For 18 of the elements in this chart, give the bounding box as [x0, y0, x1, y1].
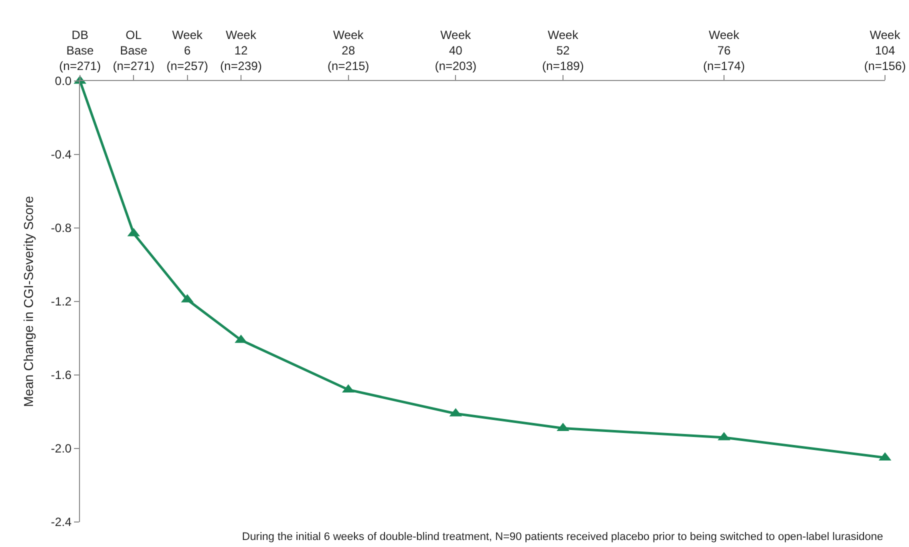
y-tick-label: -0.8 [50, 221, 72, 236]
y-tick-label: -1.2 [50, 294, 72, 309]
y-axis-title: Mean Change in CGI-Severity Score [20, 196, 36, 407]
x-tick-label: Week 6 (n=257) [166, 28, 208, 74]
x-tick-label: Week 52 (n=189) [542, 28, 584, 74]
x-tick-label: Week 40 (n=203) [434, 28, 477, 74]
x-tick-label: Week 76 (n=174) [703, 28, 745, 74]
x-tick-label: Week 12 (n=239) [220, 28, 262, 74]
y-tick-label: -0.4 [50, 148, 72, 162]
x-tick-label: OL Base (n=271) [112, 28, 155, 74]
y-tick-label: -2.0 [50, 442, 72, 456]
y-tick-label: 0.0 [54, 74, 72, 88]
y-tick-label: -2.4 [50, 515, 72, 530]
x-tick-label: Week 28 (n=215) [327, 28, 370, 74]
x-tick-label: DB Base (n=271) [59, 28, 101, 74]
y-tick-label: -1.6 [50, 368, 72, 382]
text: During the initial 6 weeks of double-blind treatment, N=90 patients received placebo prior to being switched to open-label lurasidone [242, 531, 884, 543]
x-tick-label: Week 104 (n=156) [864, 28, 906, 74]
